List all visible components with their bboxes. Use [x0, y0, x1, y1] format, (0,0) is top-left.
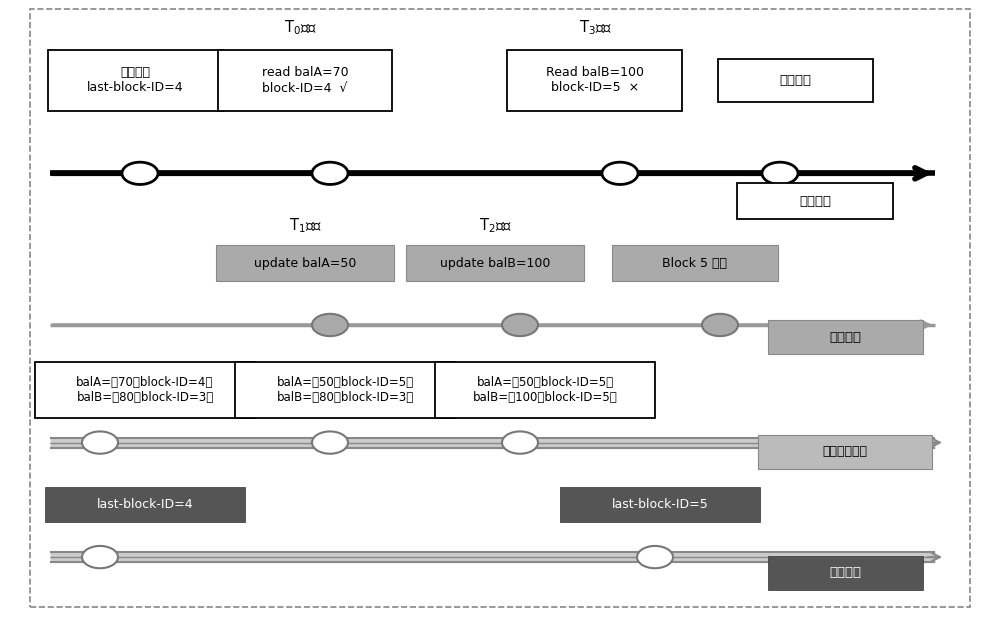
Text: Block 5 验证: Block 5 验证 [662, 256, 728, 270]
Text: read balA=70
block-ID=4  √: read balA=70 block-ID=4 √ [262, 66, 348, 95]
FancyBboxPatch shape [758, 435, 932, 469]
FancyBboxPatch shape [35, 362, 255, 418]
FancyBboxPatch shape [235, 362, 455, 418]
Circle shape [602, 162, 638, 184]
FancyBboxPatch shape [507, 50, 682, 111]
Text: T$_0$交易: T$_0$交易 [284, 19, 316, 37]
FancyBboxPatch shape [435, 362, 655, 418]
FancyBboxPatch shape [48, 50, 222, 111]
Circle shape [312, 314, 348, 336]
FancyBboxPatch shape [218, 50, 392, 111]
Circle shape [502, 314, 538, 336]
FancyBboxPatch shape [216, 245, 394, 281]
FancyBboxPatch shape [45, 487, 245, 522]
Circle shape [312, 431, 348, 454]
Circle shape [82, 546, 118, 568]
Circle shape [702, 314, 738, 336]
Text: balA=（50，block-ID=5）
balB=（100，block-ID=5）: balA=（50，block-ID=5） balB=（100，block-ID=… [473, 376, 617, 404]
FancyBboxPatch shape [768, 321, 922, 354]
Text: 验证阶段: 验证阶段 [829, 331, 861, 344]
Text: Read balB=100
block-ID=5  ×: Read balB=100 block-ID=5 × [546, 66, 644, 95]
Text: T$_1$交易: T$_1$交易 [289, 217, 321, 235]
FancyBboxPatch shape [768, 556, 922, 589]
Text: update balA=50: update balA=50 [254, 256, 356, 270]
Text: last-block-ID=5: last-block-ID=5 [612, 498, 708, 511]
FancyBboxPatch shape [612, 245, 778, 281]
Text: last-block-ID=4: last-block-ID=4 [97, 498, 193, 511]
Text: T$_3$交易: T$_3$交易 [579, 19, 611, 37]
Text: 当前账本状态: 当前账本状态 [822, 445, 868, 459]
Circle shape [312, 162, 348, 184]
Text: 模拟开始
last-block-ID=4: 模拟开始 last-block-ID=4 [87, 66, 183, 95]
FancyBboxPatch shape [737, 183, 893, 219]
Text: balA=（70，block-ID=4）
balB=（80，block-ID=3）: balA=（70，block-ID=4） balB=（80，block-ID=3… [76, 376, 214, 404]
Text: 模拟结束: 模拟结束 [779, 74, 811, 87]
Text: T$_2$交易: T$_2$交易 [479, 217, 511, 235]
Circle shape [82, 431, 118, 454]
Text: 模拟阶段: 模拟阶段 [799, 194, 831, 208]
Text: update balB=100: update balB=100 [440, 256, 550, 270]
FancyBboxPatch shape [718, 59, 872, 102]
Circle shape [122, 162, 158, 184]
FancyBboxPatch shape [406, 245, 584, 281]
Circle shape [762, 162, 798, 184]
Text: 分类账本: 分类账本 [829, 566, 861, 579]
Circle shape [637, 546, 673, 568]
Circle shape [502, 431, 538, 454]
FancyBboxPatch shape [560, 487, 760, 522]
Text: balA=（50，block-ID=5）
balB=（80，block-ID=3）: balA=（50，block-ID=5） balB=（80，block-ID=3… [276, 376, 414, 404]
